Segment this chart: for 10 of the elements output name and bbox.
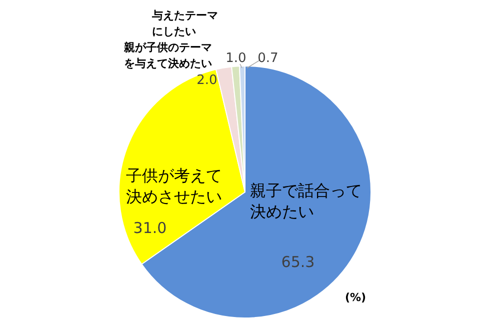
slice-label: 与えたテーマにしたい <box>151 9 218 38</box>
slice-label: 親が子供のテーマを与えて決めたい <box>123 41 212 70</box>
data-label: 31.0 <box>133 219 167 237</box>
data-label: 0.7 <box>258 51 278 66</box>
data-label: 2.0 <box>196 73 218 88</box>
data-label: 1.0 <box>226 51 246 66</box>
data-label: 65.3 <box>281 253 315 271</box>
slice-label: 子供が考えて決めさせたい <box>126 166 222 206</box>
text: (%) <box>345 291 366 304</box>
slice-label: 親子で話合って決めたい <box>250 181 362 221</box>
